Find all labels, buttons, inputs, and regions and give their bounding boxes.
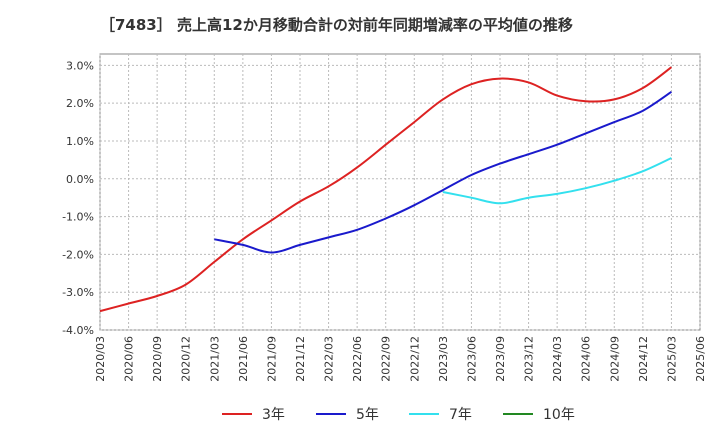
grid [99,54,701,331]
legend-label-3: 10年 [543,407,575,423]
x-tick-label: 2022/06 [351,336,364,382]
x-tick-label: 2025/06 [694,336,707,382]
x-tick-label: 2021/12 [294,336,307,382]
legend-label-2: 7年 [449,407,472,423]
x-tick-label: 2023/09 [494,336,507,382]
x-tick-label: 2023/12 [523,336,536,382]
chart-title: ［7483］ 売上高12か月移動合計の対前年同期増減率の平均値の推移 [100,16,573,34]
x-tick-label: 2024/09 [608,336,621,382]
series-line-0 [99,66,672,313]
plot-frame [99,53,701,331]
x-tick-label: 2023/06 [465,336,478,382]
y-tick-label: 3.0% [66,59,94,72]
legend: 3年 5年 7年 10年 [222,407,575,423]
series-layer [99,66,672,313]
x-tick-label: 2022/12 [408,336,421,382]
legend-label-0: 3年 [262,407,285,423]
x-tick-label: 2020/12 [180,336,193,382]
y-axis: 3.0% 2.0% 1.0% 0.0% -1.0% -2.0% -3.0% -4.0% [62,59,94,337]
x-tick-label: 2023/03 [437,336,450,382]
x-tick-label: 2024/03 [551,336,564,382]
y-tick-label: -3.0% [62,286,94,299]
x-tick-label: 2025/03 [665,336,678,382]
y-tick-label: -2.0% [62,248,94,261]
x-tick-label: 2020/09 [151,336,164,382]
x-tick-label: 2021/06 [237,336,250,382]
series-line-1 [214,90,672,254]
x-tick-label: 2024/12 [637,336,650,382]
x-tick-label: 2020/03 [94,336,107,382]
x-tick-label: 2021/09 [265,336,278,382]
x-tick-label: 2022/03 [323,336,336,382]
y-tick-label: -4.0% [62,324,94,337]
x-tick-label: 2020/06 [123,336,136,382]
legend-label-1: 5年 [356,407,379,423]
x-tick-label: 2024/06 [580,336,593,382]
x-tick-label: 2021/03 [208,336,221,382]
y-tick-label: 1.0% [66,135,94,148]
x-tick-label: 2022/09 [380,336,393,382]
y-tick-label: 0.0% [66,173,94,186]
series-line-2 [442,157,672,205]
y-tick-label: -1.0% [62,211,94,224]
x-axis: 2020/03 2020/06 2020/09 2020/12 2021/03 2021/… [94,336,707,382]
y-tick-label: 2.0% [66,97,94,110]
